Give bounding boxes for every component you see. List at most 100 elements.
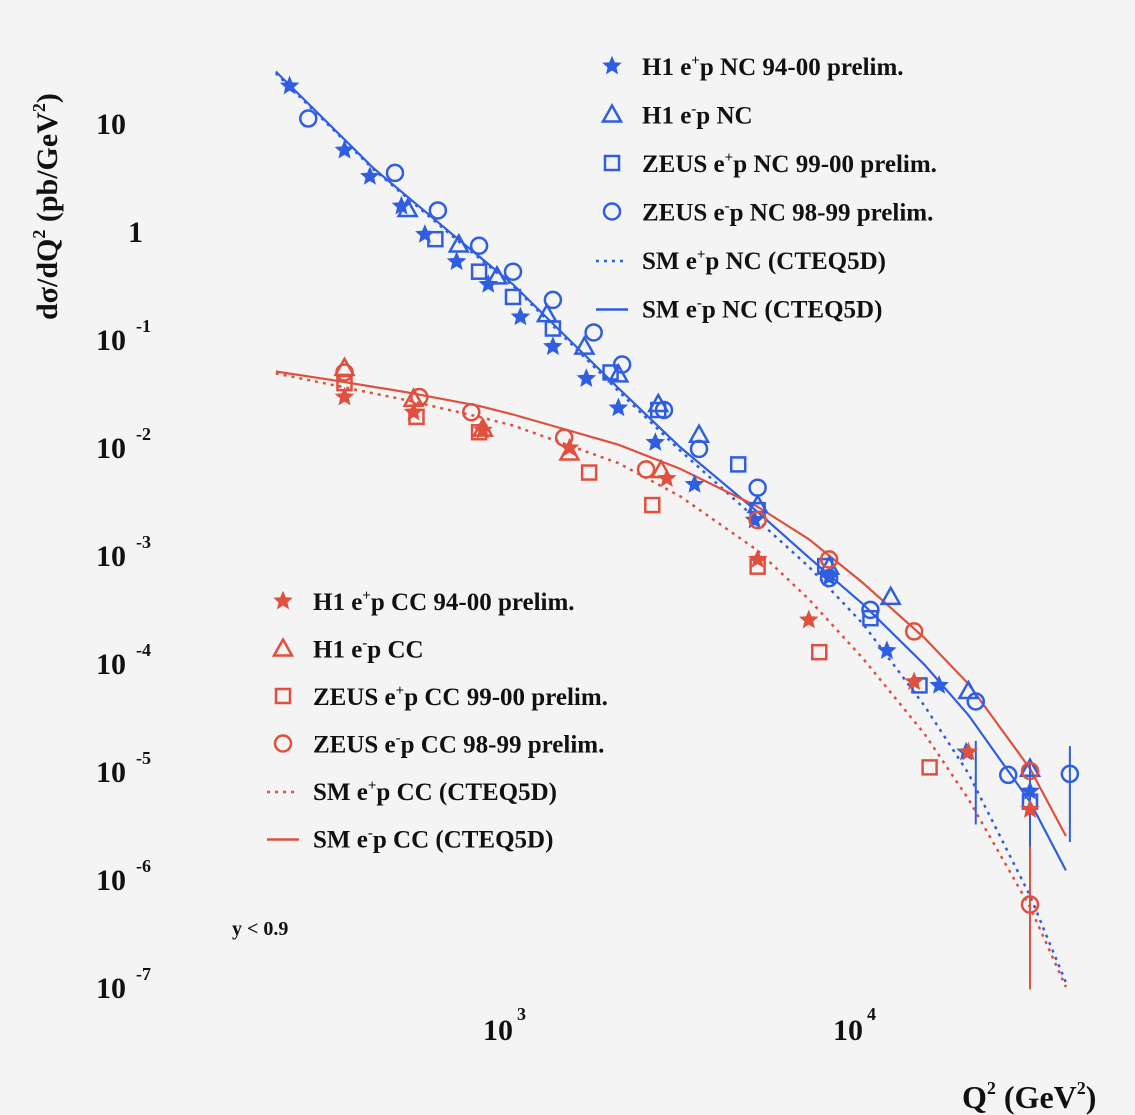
data-point	[408, 408, 425, 426]
data-point	[469, 236, 489, 256]
x-tick-label: 10 4	[833, 1004, 876, 1047]
data-point	[1018, 757, 1042, 777]
data-point	[470, 263, 488, 280]
data-point	[335, 363, 354, 382]
data-point	[612, 355, 632, 374]
data-point	[503, 262, 523, 281]
legend-label: SM e-p NC (CTEQ5D)	[642, 296, 882, 324]
data-point	[334, 386, 355, 406]
legend-cc: H1 e+p CC 94-00 prelim. H1 e-p CC ZEUS e+p…	[267, 588, 608, 854]
data-point	[904, 671, 924, 691]
data-point	[861, 600, 880, 620]
data-point	[608, 397, 629, 417]
data-point	[645, 432, 666, 451]
data-point	[279, 75, 300, 95]
curve-sm-e-p-cc-cteq5d	[275, 370, 1067, 837]
legend-label: ZEUS e-p CC 98-99 prelim.	[313, 731, 604, 759]
data-point	[428, 201, 448, 220]
data-point	[360, 166, 380, 185]
legend-entry: SM e+p CC (CTEQ5D)	[267, 778, 557, 806]
data-point	[649, 458, 673, 479]
legend-entry: ZEUS e+p CC 99-00 prelim.	[274, 683, 608, 711]
data-point	[966, 692, 986, 711]
data-point	[446, 251, 467, 271]
data-point	[554, 428, 574, 447]
data-point	[687, 423, 711, 443]
y-tick-label: 10 -6	[96, 856, 151, 897]
data-point	[929, 675, 949, 694]
data-point	[470, 423, 488, 441]
legend-entry: H1 e-p NC	[600, 102, 753, 130]
legend-label: H1 e+p CC 94-00 prelim.	[313, 588, 575, 616]
legend-entry: ZEUS e+p NC 99-00 prelim.	[603, 150, 937, 178]
data-point	[958, 741, 979, 761]
legend-entry: SM e-p CC (CTEQ5D)	[267, 826, 553, 854]
data-point	[396, 197, 419, 218]
legend-label: H1 e-p CC	[313, 636, 424, 664]
data-point	[410, 387, 429, 407]
data-point	[1020, 761, 1040, 781]
y-tick-label: 1	[128, 216, 143, 249]
data-point	[921, 759, 938, 776]
data-point	[998, 765, 1018, 785]
data-point	[879, 585, 902, 606]
legend-label: SM e+p CC (CTEQ5D)	[313, 778, 557, 806]
y-axis-label: dσ/dQ2 (pb/GeV2)	[29, 93, 64, 320]
data-point	[462, 402, 481, 422]
legend-entry: H1 e+p NC 94-00 prelim.	[602, 53, 904, 81]
data-point	[298, 109, 318, 128]
data-point	[504, 288, 522, 306]
legend-entry: ZEUS e-p CC 98-99 prelim.	[273, 731, 604, 759]
data-point	[644, 496, 661, 514]
y-tick-label: 10 -2	[96, 424, 151, 465]
data-point	[689, 439, 709, 459]
data-point	[447, 232, 470, 253]
legend-entry: ZEUS e-p NC 98-99 prelim.	[602, 199, 933, 227]
y-tick-label: 10 -7	[96, 964, 151, 1005]
legend-label: ZEUS e-p NC 98-99 prelim.	[642, 199, 933, 227]
data-point	[862, 609, 879, 627]
legend-swatch	[600, 102, 624, 123]
data-point	[573, 335, 596, 355]
legend-entry: SM e+p NC (CTEQ5D)	[596, 247, 886, 275]
data-point	[1060, 764, 1080, 784]
data-point	[576, 368, 597, 387]
y-tick-label: 10 -3	[96, 532, 151, 573]
data-point	[749, 501, 766, 519]
legend-label: ZEUS e+p CC 99-00 prelim.	[313, 683, 608, 711]
legend-swatch	[274, 687, 292, 705]
data-point	[336, 374, 353, 392]
data-point	[877, 640, 897, 660]
data-point	[544, 320, 562, 337]
data-point	[510, 306, 531, 326]
legend-entry: H1 e+p CC 94-00 prelim.	[273, 588, 575, 616]
data-point	[1020, 895, 1040, 914]
x-tick-label: 10 3	[483, 1004, 526, 1047]
data-point	[957, 679, 980, 700]
legend-entry: SM e-p NC (CTEQ5D)	[596, 296, 882, 324]
x-tick-labels: 10 3 10 4	[483, 1004, 876, 1047]
y-tick-labels: 10 1 10-1 10-2 10-3 10-4 10-5 10-6 10-7	[96, 108, 151, 1005]
legend-swatch	[602, 55, 622, 75]
data-point	[543, 290, 563, 310]
y-tick-label: 10 -1	[96, 316, 151, 357]
data-point	[543, 336, 563, 355]
legend-swatch	[273, 590, 293, 610]
legend-swatch	[271, 636, 295, 657]
series-zeus-e-p-cc-99-00-prelim	[336, 374, 938, 776]
data-point	[748, 478, 767, 497]
data-point	[748, 510, 767, 530]
series-h1-e-p-cc	[333, 356, 673, 479]
x-axis-label: Q2 (GeV2)	[962, 1078, 1096, 1115]
data-point	[415, 224, 435, 243]
data-point	[1020, 799, 1040, 818]
data-point	[729, 456, 747, 473]
data-point	[485, 264, 509, 285]
legend-label: H1 e-p NC	[642, 102, 753, 130]
data-point	[385, 163, 405, 183]
legend-swatch	[273, 734, 293, 753]
data-point	[684, 474, 705, 493]
data-point	[471, 417, 494, 437]
